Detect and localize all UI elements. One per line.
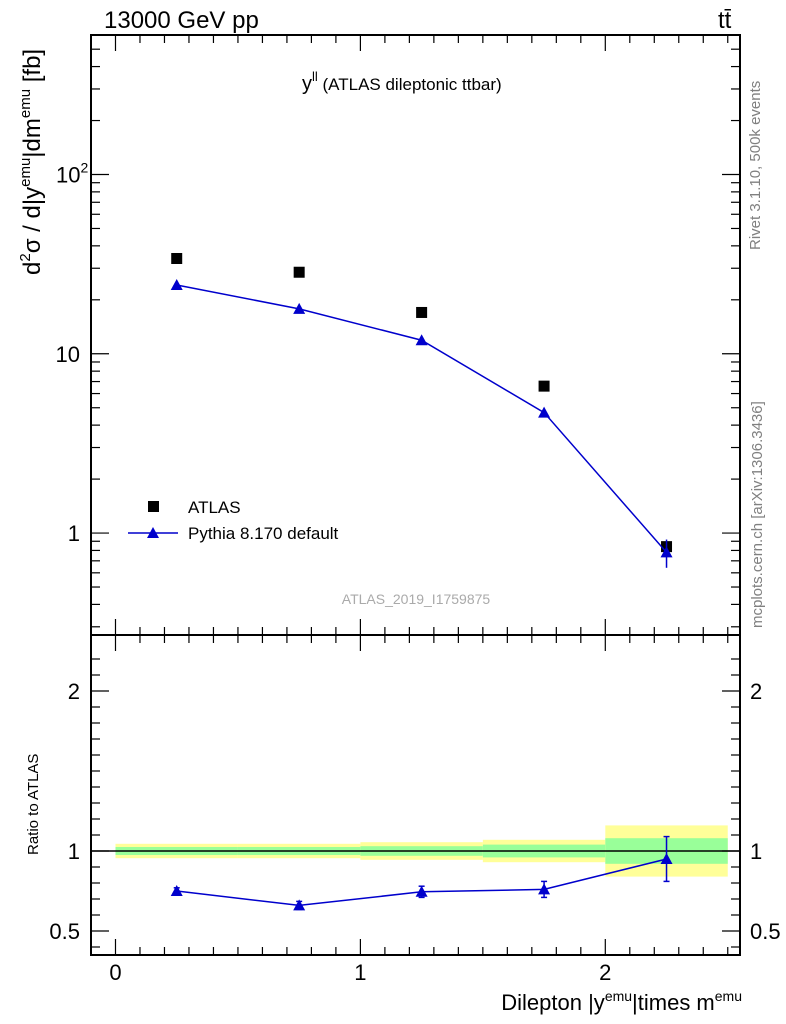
- energy-label: 13000 GeV pp: [104, 7, 259, 34]
- legend-label-atlas: ATLAS: [188, 498, 241, 517]
- y-tick-label: 10: [56, 342, 80, 367]
- x-label-a: Dilepton |y: [501, 990, 605, 1015]
- atlas-data-point: [293, 266, 305, 278]
- rivet-version-label: Rivet 3.1.10, 500k events: [747, 81, 764, 250]
- watermark-label: ATLAS_2019_I1759875: [342, 591, 491, 607]
- y-label-a-sup: 2: [17, 253, 34, 261]
- title-rest: (ATLAS dileptonic ttbar): [318, 75, 502, 94]
- y-tick-label-base: 10: [56, 342, 80, 367]
- ratio-y-tick-label-right: 2: [750, 679, 762, 704]
- ratio-plot-frame: [90, 634, 741, 956]
- ratio-data-point: [415, 885, 428, 897]
- main-plot-frame: [90, 34, 741, 636]
- y-tick-label-base: 10: [56, 163, 80, 188]
- ratio-data-point: [293, 899, 306, 911]
- title-sup: ll: [312, 69, 318, 84]
- ratio-y-tick-label: 1: [68, 839, 80, 864]
- ratio-data-point: [538, 883, 551, 895]
- main-title: yll (ATLAS dileptonic ttbar): [302, 69, 502, 95]
- ratio-data-point: [660, 853, 673, 864]
- x-tick-label: 0: [109, 960, 121, 985]
- ratio-data-point: [170, 885, 183, 896]
- ratio-y-tick-label-right: 0.5: [750, 919, 781, 944]
- pythia-data-point: [415, 334, 428, 346]
- y-tick-label: 1: [68, 521, 80, 546]
- y-tick-label: 102: [56, 160, 88, 188]
- x-label-b-sup: emu: [715, 988, 742, 1004]
- ratio-y-tick-label-right: 1: [750, 839, 762, 864]
- legend-marker-pythia: [147, 527, 159, 538]
- process-label: tt̄: [718, 7, 732, 34]
- x-label-a-sup: emu: [605, 988, 632, 1004]
- y-tick-label-base: 1: [68, 521, 80, 546]
- pythia-data-point: [538, 406, 551, 418]
- pythia-data-point: [660, 546, 673, 558]
- main-y-axis-label: d2σ / d|yemu|dmemu [fb]: [17, 49, 46, 275]
- pythia-line: [176, 284, 668, 553]
- legend-label-pythia: Pythia 8.170 default: [188, 524, 339, 543]
- y-label-c-sup: emu: [17, 89, 34, 118]
- pythia-data-point: [293, 302, 306, 314]
- x-label-b: |times m: [632, 990, 715, 1015]
- atlas-data-point: [416, 306, 428, 318]
- ratio-y-axis-label: Ratio to ATLAS: [25, 754, 42, 855]
- y-tick-label-exp: 2: [80, 160, 88, 176]
- y-label-d: [fb]: [19, 49, 46, 89]
- x-tick-label: 2: [599, 960, 611, 985]
- source-label: mcplots.cern.ch [arXiv:1306.3436]: [749, 401, 766, 628]
- y-label-b-sup: emu: [17, 158, 34, 187]
- title-main: y: [302, 73, 312, 95]
- x-tick-label: 1: [354, 960, 366, 985]
- y-label-c: |dm: [19, 118, 46, 158]
- y-label-a: d: [19, 262, 46, 275]
- pythia-data-point: [170, 278, 183, 290]
- ratio-panel: 0.5 0.5 1 1 2 2 0 1 2 Ratio to ATLAS Dilepton |y…: [25, 634, 781, 1015]
- x-axis-label: Dilepton |yemu|times memu: [501, 988, 742, 1015]
- ratio-y-tick-label: 0.5: [49, 919, 80, 944]
- atlas-data-point: [538, 380, 550, 392]
- y-label-b: σ / d|y: [19, 187, 46, 253]
- ratio-y-tick-label: 2: [68, 679, 80, 704]
- atlas-data-point: [171, 252, 183, 264]
- legend: ATLAS Pythia 8.170 default: [128, 498, 339, 543]
- legend-marker-atlas: [148, 501, 159, 512]
- ratio-line: [176, 858, 667, 907]
